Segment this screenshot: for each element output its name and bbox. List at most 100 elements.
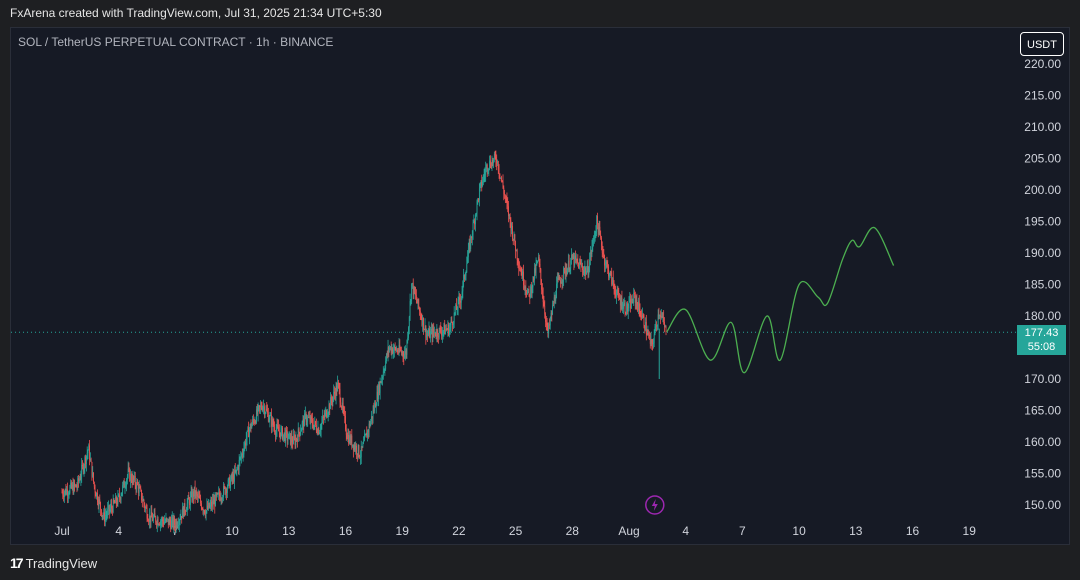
currency-button[interactable]: USDT <box>1020 32 1064 56</box>
candle-body <box>573 256 575 266</box>
candle-body <box>345 415 346 430</box>
candle-body <box>561 281 563 283</box>
x-tick-label: 16 <box>339 524 353 538</box>
candle-body <box>560 281 562 284</box>
candle-body <box>575 258 577 260</box>
candle-body <box>547 325 549 334</box>
candle-body <box>259 405 261 408</box>
candle-body <box>493 153 495 159</box>
candle-body <box>400 350 402 352</box>
chart-area[interactable] <box>10 27 1070 545</box>
candle-body <box>531 287 533 294</box>
candle-body <box>615 293 617 297</box>
candle-body <box>407 337 409 341</box>
candle-body <box>411 283 413 301</box>
candle-body <box>629 299 631 302</box>
candle-body <box>481 180 483 186</box>
candle-body <box>426 334 428 338</box>
candle-body <box>223 486 224 498</box>
candle-body <box>78 478 79 482</box>
candle-body <box>210 501 212 505</box>
tradingview-branding[interactable]: 17 TradingView <box>10 555 97 571</box>
candle-body <box>614 287 616 294</box>
candle-body <box>524 287 526 289</box>
candle-body <box>281 427 283 430</box>
x-tick-label: 25 <box>509 524 523 538</box>
candle-body <box>621 297 623 310</box>
candle-body <box>398 345 400 353</box>
candle-body <box>373 409 375 411</box>
candle-body <box>310 416 312 423</box>
candle-body <box>104 512 105 522</box>
candle-body <box>352 444 354 451</box>
candle-body <box>600 233 602 238</box>
candle-body <box>341 406 342 409</box>
candle-body <box>336 385 338 392</box>
candle-body <box>167 518 169 525</box>
candle-body <box>342 402 344 410</box>
candle-body <box>326 410 327 418</box>
candle-body <box>644 326 646 331</box>
candle-body <box>508 206 509 217</box>
candle-body <box>549 319 551 326</box>
candle-body <box>256 409 257 423</box>
candle-body <box>224 486 226 494</box>
candle-body <box>594 233 596 238</box>
candle-body <box>597 216 598 225</box>
candle-body <box>71 484 73 488</box>
candle-body <box>314 421 316 425</box>
candle-body <box>353 445 355 451</box>
candle-body <box>234 470 236 473</box>
candle-body <box>465 272 467 276</box>
candle-body <box>435 335 437 337</box>
candle-body <box>541 289 543 295</box>
projection-path <box>666 226 895 374</box>
candle-body <box>371 416 373 419</box>
candle-body <box>240 457 242 458</box>
candle-body <box>391 348 393 353</box>
candle-body <box>605 261 607 265</box>
candle-body <box>588 269 590 275</box>
candle-body <box>462 281 464 292</box>
candle-body <box>427 334 428 336</box>
candle-body <box>620 297 622 306</box>
candle-body <box>425 325 427 338</box>
candle-body <box>543 302 545 307</box>
candle-body <box>70 482 72 487</box>
candle-body <box>540 269 542 280</box>
candle-body <box>164 521 166 523</box>
candle-body <box>470 236 472 249</box>
candle-body <box>298 428 300 433</box>
candle-body <box>556 283 557 299</box>
candle-body <box>512 225 513 239</box>
candle-body <box>217 493 219 495</box>
candle-body <box>199 497 201 499</box>
candle-body <box>586 265 588 272</box>
candle-body <box>650 339 652 344</box>
candle-body <box>299 432 301 436</box>
candle-body <box>570 260 572 269</box>
candle-body <box>597 224 599 235</box>
candle-body <box>665 326 667 329</box>
candle-body <box>354 445 356 450</box>
candle-body <box>382 376 383 379</box>
candle-body <box>583 269 585 274</box>
candle-body <box>664 326 666 328</box>
candle-body <box>120 495 122 500</box>
y-tick-label: 150.00 <box>1024 498 1061 512</box>
candle-body <box>412 283 414 295</box>
candle-body <box>378 384 379 400</box>
candle-body <box>431 328 433 339</box>
candle-body <box>552 305 554 315</box>
candle-body <box>109 508 111 512</box>
candle-body <box>190 491 192 496</box>
candle-body <box>185 511 187 513</box>
candle-body <box>288 433 290 439</box>
candle-body <box>160 521 162 522</box>
candle-body <box>182 507 184 517</box>
candle-body <box>304 413 305 427</box>
candle-body <box>361 446 363 448</box>
candle-body <box>82 464 83 466</box>
candle-body <box>469 242 471 249</box>
